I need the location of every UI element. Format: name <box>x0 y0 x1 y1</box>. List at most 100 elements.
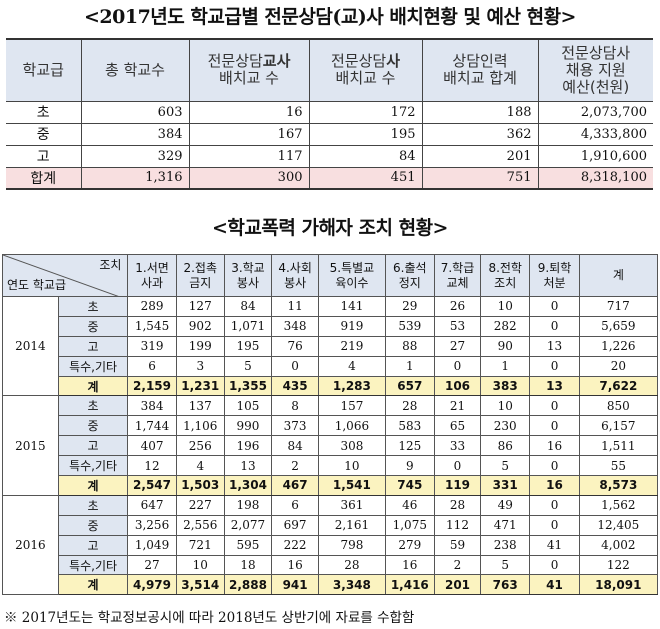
cell-value: 697 <box>271 514 320 536</box>
cell-value: 230 <box>480 415 531 437</box>
cell-value: 717 <box>578 296 659 317</box>
cell-value: 763 <box>480 574 531 596</box>
cell-teacher: 117 <box>188 144 310 168</box>
header-measure-7: 7.학급 교체 <box>433 254 482 297</box>
cell-value: 41 <box>529 574 580 596</box>
cell-budget: 4,333,800 <box>537 122 653 146</box>
cell-value: 65 <box>433 415 482 437</box>
cell-value: 27 <box>127 554 177 576</box>
cell-value: 657 <box>384 375 435 397</box>
cell-value: 0 <box>529 415 580 437</box>
cell-value: 53 <box>433 315 482 337</box>
cell-value: 279 <box>384 534 435 556</box>
cell-value: 16 <box>529 435 580 457</box>
cell-value: 745 <box>384 475 435 496</box>
cell-teacher: 300 <box>188 166 310 190</box>
school-level-label: 중 <box>57 415 129 437</box>
table-row: 중 384 167 195 362 4,333,800 <box>6 122 653 146</box>
cell-value: 10 <box>480 395 531 417</box>
cell-value: 21 <box>433 395 482 417</box>
cell-value: 941 <box>271 574 320 596</box>
cell-value: 850 <box>578 395 659 417</box>
cell-value: 157 <box>318 395 386 417</box>
table-row: 계 2,159 1,231 1,355 435 1,283 657 106 383 13 7,622 <box>3 375 659 397</box>
cell-value: 319 <box>127 335 177 357</box>
cell-value: 2,547 <box>127 475 177 496</box>
cell-value: 289 <box>127 296 177 317</box>
cell-value: 141 <box>318 296 386 317</box>
header-measure-5: 5.특별교 육이수 <box>318 254 386 297</box>
cell-value: 4 <box>318 355 386 377</box>
cell-counselor: 451 <box>308 166 423 190</box>
cell-value: 2,161 <box>318 514 386 536</box>
cell-value: 6,157 <box>578 415 659 437</box>
header-measure-1: 1.서면 사과 <box>127 254 177 297</box>
corner-top-label: 조치 <box>99 258 122 272</box>
cell-value: 2,159 <box>127 375 177 397</box>
school-level-label: 중 <box>57 315 129 337</box>
cell-value: 2 <box>271 455 320 477</box>
cell-value: 16 <box>271 554 320 576</box>
table-row: 특수,기타 12 4 13 2 10 9 0 5 0 55 <box>3 455 659 477</box>
cell-value: 1,066 <box>318 415 386 437</box>
cell-value: 4,002 <box>578 534 659 556</box>
cell-value: 539 <box>384 315 435 337</box>
header-budget: 전문상담사 채용 지원 예산(천원) <box>537 38 653 102</box>
table-row: 초 603 16 172 188 2,073,700 <box>6 100 653 124</box>
row-level-label: 초 <box>6 100 82 124</box>
cell-value: 201 <box>433 574 482 596</box>
cell-value: 919 <box>318 315 386 337</box>
cell-value: 1 <box>480 355 531 377</box>
school-level-label: 고 <box>57 435 129 457</box>
cell-value: 12,405 <box>578 514 659 536</box>
cell-value: 990 <box>223 415 273 437</box>
cell-value: 10 <box>175 554 225 576</box>
cell-value: 29 <box>384 296 435 317</box>
diagonal-line <box>3 255 120 297</box>
cell-value: 1,562 <box>578 494 659 516</box>
counselor-budget-table: 학교급 총 학교수 전문상담교사 배치교 수 전문상담사 배치교 수 상담인력 배치교… <box>6 38 653 190</box>
cell-value: 219 <box>318 335 386 357</box>
budget-table-title: <2017년도 학교급별 전문상담(교)사 배치현황 및 예산 현황> <box>84 6 576 28</box>
cell-value: 308 <box>318 435 386 457</box>
cell-value: 122 <box>578 554 659 576</box>
header-measure-3: 3.학교 봉사 <box>223 254 273 297</box>
cell-value: 238 <box>480 534 531 556</box>
table-row: 계 4,979 3,514 2,888 941 3,348 1,416 201 763 41 18,… <box>3 574 659 596</box>
cell-value: 196 <box>223 435 273 457</box>
cell-value: 119 <box>433 475 482 496</box>
cell-value: 125 <box>384 435 435 457</box>
cell-value: 1,545 <box>127 315 177 337</box>
cell-value: 26 <box>433 296 482 317</box>
cell-value: 28 <box>318 554 386 576</box>
cell-budget: 1,910,600 <box>537 144 653 168</box>
cell-total: 188 <box>421 100 539 124</box>
cell-value: 0 <box>529 355 580 377</box>
cell-value: 798 <box>318 534 386 556</box>
cell-value: 90 <box>480 335 531 357</box>
cell-value: 1 <box>384 355 435 377</box>
cell-value: 4 <box>175 455 225 477</box>
school-level-label: 계 <box>57 574 129 596</box>
cell-value: 471 <box>480 514 531 536</box>
cell-value: 195 <box>223 335 273 357</box>
cell-value: 1,511 <box>578 435 659 457</box>
header-counselor-schools: 전문상담사 배치교 수 <box>308 38 423 102</box>
cell-value: 8,573 <box>578 475 659 496</box>
cell-value: 27 <box>433 335 482 357</box>
header-measure-2: 2.접촉 금지 <box>175 254 225 297</box>
footnote: ※ 2017년도는 학교정보공시에 따라 2018년도 상반기에 자료를 수합함 <box>4 610 415 626</box>
cell-value: 1,304 <box>223 475 273 496</box>
header-measure-8: 8.전학 조치 <box>480 254 531 297</box>
cell-value: 59 <box>433 534 482 556</box>
table-header-row: 조치 연도 학교급 1.서면 사과 2.접촉 금지 3.학교 봉사 4.사회 봉사 5.특별교 육… <box>1 254 659 297</box>
cell-value: 106 <box>433 375 482 397</box>
violence-table-title: <학교폭력 가해자 조치 현황> <box>212 217 448 239</box>
cell-value: 1,226 <box>578 335 659 357</box>
cell-value: 5,659 <box>578 315 659 337</box>
cell-value: 1,231 <box>175 375 225 397</box>
cell-value: 2,077 <box>223 514 273 536</box>
school-level-label: 고 <box>57 534 129 556</box>
cell-value: 583 <box>384 415 435 437</box>
row-level-label: 중 <box>6 122 82 146</box>
